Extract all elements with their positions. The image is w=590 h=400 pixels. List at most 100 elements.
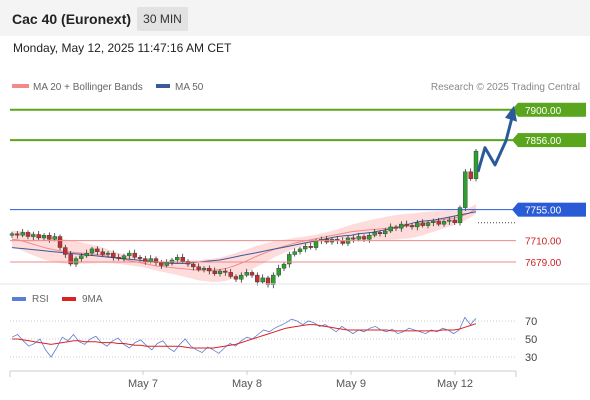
candle-body — [239, 274, 244, 280]
candle-body — [36, 234, 41, 239]
rsi-plot: 70 50 30 — [10, 316, 537, 364]
x-tick-label: May 9 — [336, 378, 366, 390]
rsi-ma9-line — [12, 323, 477, 349]
candle-body — [313, 240, 319, 248]
candle-body — [468, 171, 473, 179]
rsi-line — [11, 316, 477, 358]
level-label-7710.00: 7710.00 — [525, 237, 562, 248]
candle-body — [15, 233, 20, 236]
candle-body — [201, 268, 207, 270]
rsi-tick-label-70: 70 — [525, 316, 537, 328]
legend-swatch-ma50 — [156, 84, 170, 88]
candle-body — [436, 221, 441, 225]
x-tick-label: May 12 — [437, 378, 473, 390]
candle-body — [159, 262, 164, 266]
credit-text: Research © 2025 Trading Central — [431, 82, 580, 93]
forecast-arrowhead — [505, 105, 517, 122]
candle-body — [399, 223, 404, 229]
legend-label-ma50: MA 50 — [175, 82, 204, 93]
candle-body — [388, 226, 393, 232]
candle-body — [95, 248, 100, 252]
candle-body — [473, 150, 479, 179]
candle-body — [425, 222, 431, 226]
candle-body — [191, 263, 196, 268]
candle-body — [41, 234, 47, 239]
candle-body — [175, 257, 180, 261]
candle-body — [255, 274, 260, 283]
candle-body — [111, 252, 116, 258]
candle-body — [217, 270, 223, 274]
level-label-7900.00: 7900.00 — [525, 106, 562, 117]
x-tick-label: May 7 — [128, 378, 158, 390]
candle-body — [276, 268, 281, 276]
x-axis: May 7 May 8 May 9 May 12 — [128, 371, 473, 390]
price-plot — [9, 149, 516, 289]
candle-body — [63, 247, 68, 255]
ma50-line — [11, 211, 477, 264]
candle-body — [265, 277, 271, 285]
candle-body — [372, 232, 377, 236]
candle-body — [383, 230, 388, 234]
forecast-line — [476, 109, 516, 173]
candle-body — [292, 251, 297, 255]
rsi-tick-label-30: 30 — [525, 352, 537, 364]
x-tick-label: May 8 — [232, 378, 262, 390]
legend-label-rsi: RSI — [32, 294, 49, 305]
candle-body — [57, 236, 63, 248]
bollinger-band — [12, 204, 476, 282]
candle-body — [356, 236, 361, 240]
legend-price: MA 20 + Bollinger Bands MA 50 Research ©… — [12, 82, 580, 93]
timeframe-badge[interactable]: 30 MIN — [137, 7, 188, 31]
candle-body — [303, 245, 308, 250]
candle-body — [84, 252, 89, 257]
candle-body — [25, 232, 31, 237]
level-pointer-7856.00 — [512, 133, 518, 148]
instrument-title: Cac 40 (Euronext) — [12, 11, 132, 27]
candle-body — [308, 245, 313, 248]
legend-swatch-9ma — [62, 297, 76, 301]
candle-body — [52, 236, 57, 240]
level-label-7679.00: 7679.00 — [525, 258, 562, 269]
candle-body — [271, 274, 276, 285]
candle-body — [79, 255, 84, 259]
candle-body — [367, 234, 372, 240]
level-box-7900.00 — [518, 102, 586, 117]
candle-body — [148, 258, 153, 262]
candle-body — [447, 219, 452, 222]
candle-body — [105, 252, 111, 255]
candle-body — [281, 263, 287, 269]
candle-body — [441, 221, 447, 225]
legend-label-9ma: 9MA — [82, 294, 103, 305]
candle-body — [212, 270, 217, 274]
key-levels: 7900.00 7856.00 7755.00 7710.00 7679.00 — [10, 102, 586, 269]
legend-rsi: RSI 9MA — [12, 294, 103, 305]
candle-body — [68, 254, 73, 265]
candle-body — [196, 266, 201, 270]
candle-body — [260, 277, 265, 283]
candle-body — [287, 254, 292, 265]
candle-body — [100, 251, 105, 255]
rsi-tick-label-50: 50 — [525, 334, 537, 346]
candle-body — [233, 276, 239, 280]
level-label-7856.00: 7856.00 — [525, 136, 562, 147]
candle-body — [223, 270, 228, 273]
candle-body — [457, 207, 463, 224]
candle-body — [404, 223, 409, 226]
candle-body — [377, 232, 383, 234]
report-datetime: Monday, May 12, 2025 11:47:16 AM CET — [13, 41, 232, 55]
candle-body — [420, 222, 425, 226]
candle-body — [409, 225, 415, 228]
level-box-7755.00 — [518, 202, 586, 217]
candle-body — [180, 257, 185, 262]
candle-body — [361, 236, 367, 240]
candle-body — [415, 222, 420, 228]
candle-body — [164, 262, 169, 266]
candle-body — [73, 258, 79, 265]
candle-body — [169, 259, 175, 263]
candle-body — [297, 248, 303, 252]
candle-body — [121, 255, 127, 259]
candle-body — [185, 261, 191, 265]
candle-body — [244, 272, 249, 276]
candle-body — [31, 234, 36, 237]
